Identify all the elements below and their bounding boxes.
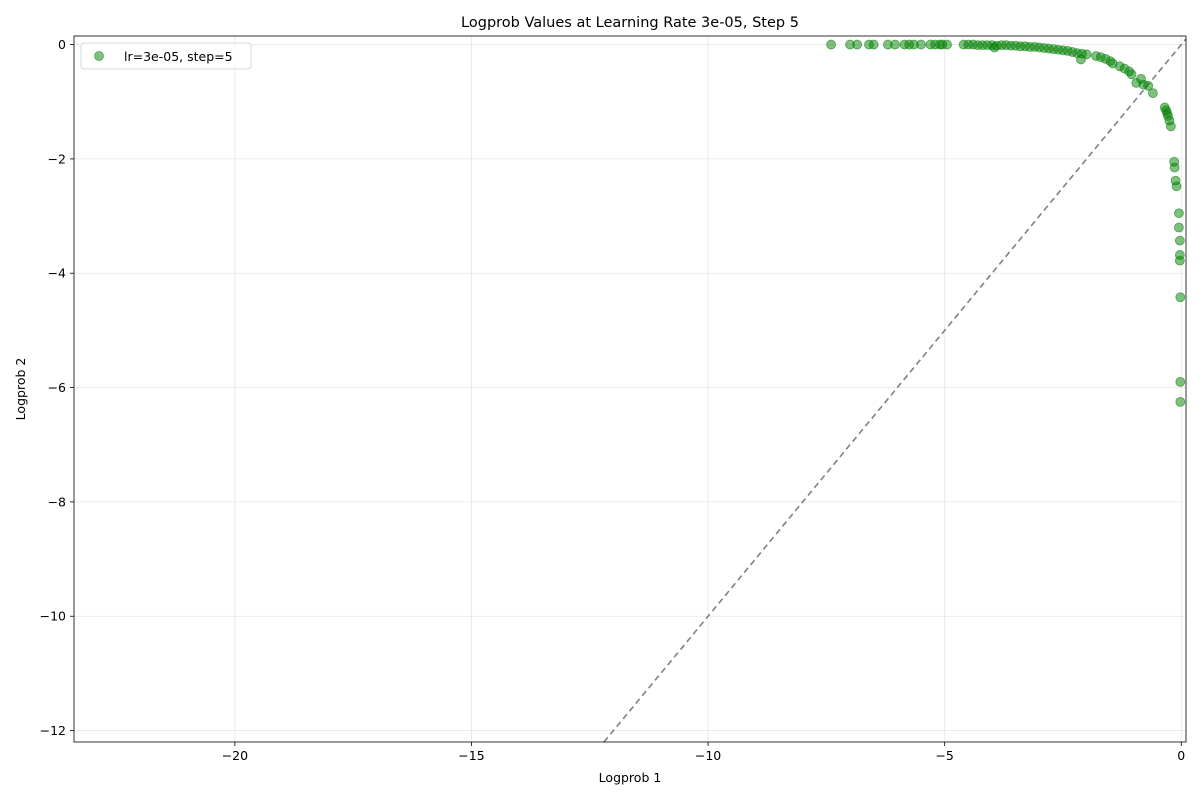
data-point (916, 39, 926, 50)
axis-ticks: −20 −15 −10 −5 0 0 −2 −4 −6 −8 −10 −12 (40, 37, 1186, 763)
y-tick-label: 0 (58, 37, 66, 52)
plot-frame (73, 35, 1187, 743)
y-tick-label: −6 (48, 380, 66, 395)
data-point (1174, 222, 1184, 233)
legend: lr=3e-05, step=5 (80, 42, 252, 70)
data-point (1175, 396, 1186, 407)
reference-line (603, 38, 1187, 743)
y-tick-label: −4 (48, 266, 66, 281)
data-point (1165, 121, 1176, 132)
data-point (868, 39, 879, 50)
reference-line-group (603, 38, 1187, 743)
data-point (852, 39, 863, 50)
data-point (1175, 376, 1186, 387)
data-point (1169, 162, 1180, 173)
x-tick-label: −5 (935, 748, 953, 763)
data-point (1126, 69, 1137, 80)
x-tick-label: −10 (695, 748, 721, 763)
y-axis-label: Logprob 2 (13, 358, 28, 421)
y-tick-label: −12 (40, 723, 66, 738)
legend-marker (94, 51, 104, 61)
data-point (1171, 181, 1182, 192)
x-tick-label: −20 (222, 748, 248, 763)
data-point (1174, 235, 1185, 246)
y-tick-label: −8 (48, 494, 66, 509)
x-tick-label: 0 (1177, 748, 1185, 763)
data-point (1143, 80, 1154, 91)
legend-box (80, 42, 252, 70)
data-points (826, 39, 1186, 407)
data-point (826, 39, 837, 50)
x-axis-label: Logprob 1 (599, 770, 662, 785)
data-point (1081, 49, 1092, 60)
data-point (1174, 255, 1185, 266)
data-point (942, 39, 952, 50)
data-point (1175, 292, 1186, 303)
data-point (1147, 88, 1158, 99)
x-tick-label: −15 (458, 748, 484, 763)
data-point (1174, 208, 1184, 219)
grid-lines (74, 36, 1186, 742)
data-point (890, 39, 900, 50)
y-tick-label: −10 (40, 609, 66, 624)
chart-title: Logprob Values at Learning Rate 3e-05, S… (461, 15, 799, 31)
legend-label: lr=3e-05, step=5 (124, 49, 233, 64)
y-tick-label: −2 (48, 151, 66, 166)
